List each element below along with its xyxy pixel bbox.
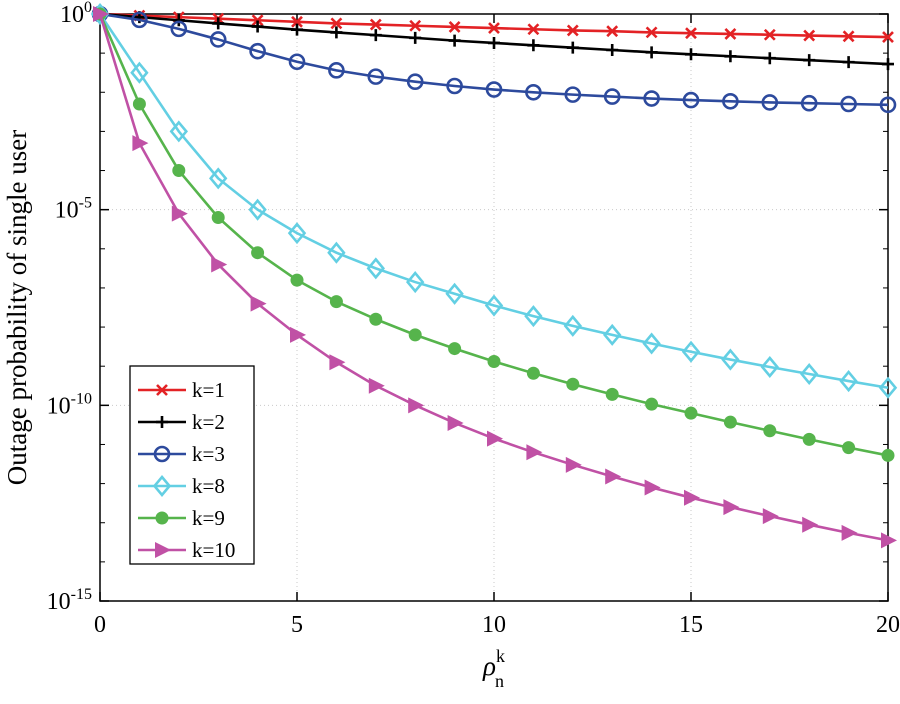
legend-item-k=2: k=2 [138,410,225,434]
y-axis-label: Outage probability of single user [2,130,32,485]
legend-item-k=3: k=3 [138,442,225,466]
series-k=10 [93,6,897,549]
x-tick-label: 20 [876,612,900,638]
x-tick-label: 0 [94,612,106,638]
legend-label: k=10 [192,538,235,562]
y-tick-label: 10-10 [47,390,92,419]
y-tick-label: 10-15 [47,586,92,615]
legend: k=1 k=2 k=3 k=8 k=9 k=10 [129,365,255,565]
x-tick-label: 15 [679,612,703,638]
legend-item-k=1: k=1 [138,378,225,402]
series-k=9 [93,7,895,462]
series-k=8 [90,2,898,399]
legend-box [129,365,255,565]
legend-item-k=8: k=8 [138,474,225,498]
legend-label: k=3 [192,442,225,466]
legend-label: k=8 [192,474,225,498]
y-tick-label: 10-5 [55,195,92,224]
legend-label: k=2 [192,410,225,434]
series-k=2 [94,8,894,71]
legend-item-k=10: k=10 [138,538,235,562]
y-tick-label: 100 [60,0,92,28]
legend-label: k=1 [192,378,225,402]
legend-label: k=9 [192,506,225,530]
x-tick-label: 10 [482,612,506,638]
x-axis-label: ρk n [482,646,505,691]
x-tick-label: 5 [291,612,303,638]
legend-item-k=9: k=9 [138,506,225,530]
gridlines [100,14,888,601]
series-k=3 [91,5,897,114]
